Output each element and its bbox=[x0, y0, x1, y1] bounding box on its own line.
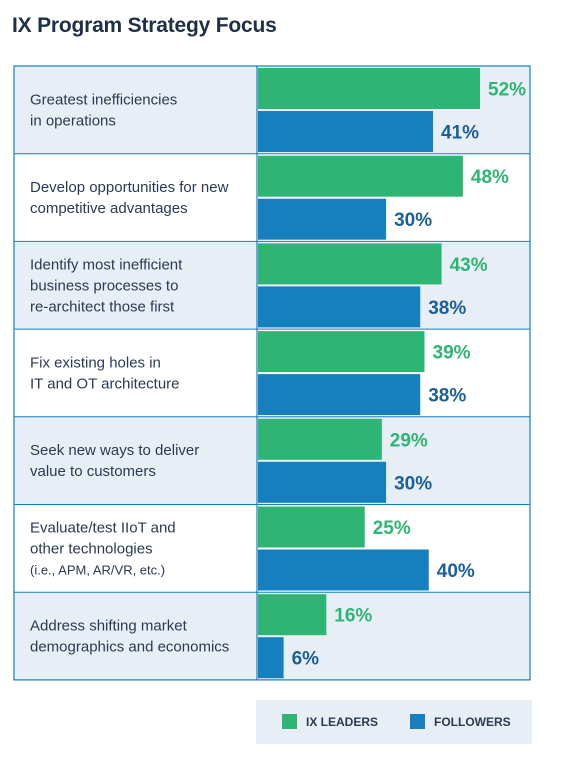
category-label: value to customers bbox=[30, 463, 156, 480]
bar-chart: Greatest inefficiencies in operations 52% 4… bbox=[13, 65, 531, 681]
category-label: Seek new ways to deliver bbox=[30, 442, 199, 459]
data-label-followers: 38% bbox=[428, 386, 466, 407]
legend-label-followers: FOLLOWERS bbox=[434, 714, 511, 729]
category-label: demographics and economics bbox=[30, 639, 229, 656]
legend-swatch-leaders bbox=[282, 714, 297, 729]
bar-followers bbox=[258, 111, 434, 152]
category-label: business processes to bbox=[30, 277, 178, 294]
data-label-ix-leaders: 39% bbox=[433, 343, 471, 364]
data-label-followers: 38% bbox=[428, 298, 466, 319]
bar-ix-leaders bbox=[258, 68, 480, 109]
data-label-followers: 30% bbox=[394, 210, 432, 231]
legend-swatch-followers bbox=[410, 714, 425, 729]
bar-ix-leaders bbox=[258, 594, 327, 636]
bar-ix-leaders bbox=[258, 331, 425, 373]
bar-followers bbox=[258, 461, 387, 503]
category-label: Address shifting market bbox=[30, 618, 188, 635]
legend: IX LEADERS FOLLOWERS bbox=[256, 700, 532, 744]
bar-followers bbox=[258, 286, 421, 328]
data-label-ix-leaders: 48% bbox=[471, 167, 509, 188]
bar-followers bbox=[258, 374, 421, 416]
bar-ix-leaders bbox=[258, 155, 463, 197]
category-label: Identify most inefficient bbox=[30, 256, 183, 273]
category-label: IT and OT architecture bbox=[30, 375, 180, 392]
bar-ix-leaders bbox=[258, 506, 365, 548]
data-label-ix-leaders: 25% bbox=[373, 518, 411, 539]
legend-item-leaders: IX LEADERS bbox=[282, 714, 378, 729]
data-label-followers: 30% bbox=[394, 473, 432, 494]
category-label: competitive advantages bbox=[30, 200, 188, 217]
category-label: Greatest inefficiencies bbox=[30, 91, 177, 108]
bar-ix-leaders bbox=[258, 243, 442, 285]
chart-border bbox=[13, 65, 531, 681]
bar-followers bbox=[258, 549, 429, 591]
data-label-followers: 40% bbox=[437, 561, 475, 582]
category-label: Develop opportunities for new bbox=[30, 179, 229, 196]
category-label: Evaluate/test IIoT and bbox=[30, 519, 176, 536]
data-label-followers: 6% bbox=[292, 649, 320, 670]
bar-followers bbox=[258, 198, 387, 240]
legend-item-followers: FOLLOWERS bbox=[410, 714, 511, 729]
category-label: (i.e., APM, AR/VR, etc.) bbox=[30, 562, 165, 577]
data-label-ix-leaders: 29% bbox=[390, 430, 428, 451]
data-label-ix-leaders: 52% bbox=[488, 80, 526, 101]
bar-ix-leaders bbox=[258, 418, 382, 460]
category-label: Fix existing holes in bbox=[30, 354, 161, 371]
category-label: re-architect those first bbox=[30, 298, 175, 315]
data-label-followers: 41% bbox=[441, 123, 479, 144]
data-label-ix-leaders: 43% bbox=[450, 255, 488, 276]
chart-title: IX Program Strategy Focus bbox=[12, 14, 277, 37]
category-label: other technologies bbox=[30, 540, 153, 557]
category-label: in operations bbox=[30, 112, 116, 129]
legend-label-leaders: IX LEADERS bbox=[306, 714, 379, 729]
bar-followers bbox=[258, 637, 284, 679]
data-label-ix-leaders: 16% bbox=[334, 606, 372, 627]
